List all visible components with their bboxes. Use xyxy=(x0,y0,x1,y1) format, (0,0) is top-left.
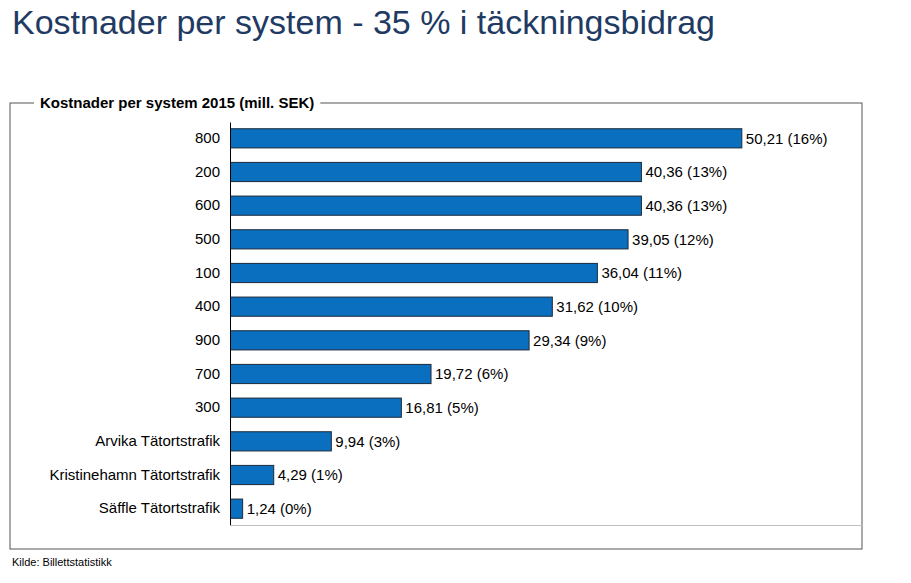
bar xyxy=(230,162,641,181)
data-label: 36,04 (11%) xyxy=(601,264,682,281)
bar xyxy=(230,364,431,383)
y-tick-label: Kristinehamn Tätortstrafik xyxy=(49,466,220,483)
bar xyxy=(230,129,742,148)
y-tick-label: Arvika Tätortstrafik xyxy=(95,432,220,449)
y-tick: Arvika Tätortstrafik xyxy=(95,432,220,449)
y-tick: Säffle Tätortstrafik xyxy=(99,499,221,516)
y-tick-label: 600 xyxy=(195,196,220,213)
y-tick: 900 xyxy=(195,331,220,348)
y-tick: 500 xyxy=(195,230,220,247)
data-label: 16,81 (5%) xyxy=(405,399,478,416)
data-label: 4,29 (1%) xyxy=(278,466,343,483)
data-label: 1,24 (0%) xyxy=(247,500,312,517)
y-tick-label: Säffle Tätortstrafik xyxy=(99,499,221,516)
data-labels: 50,21 (16%) 40,36 (13%) 40,36 (13%) 39,05 (… xyxy=(247,130,828,517)
y-tick-label: 100 xyxy=(195,264,220,281)
y-tick: 300 xyxy=(195,398,220,415)
subtitle-background xyxy=(34,94,320,111)
y-axis-line xyxy=(230,123,231,526)
bars xyxy=(230,129,742,519)
data-label: 19,72 (6%) xyxy=(435,365,508,382)
bar xyxy=(230,297,552,316)
data-label: 39,05 (12%) xyxy=(632,231,714,248)
data-label: 9,94 (3%) xyxy=(335,433,400,450)
data-label: 40,36 (13%) xyxy=(645,163,727,180)
bar xyxy=(230,432,331,451)
y-tick-label: 800 xyxy=(195,129,220,146)
y-tick: 400 xyxy=(195,297,220,314)
y-tick-label: 500 xyxy=(195,230,220,247)
bar xyxy=(230,465,274,484)
subtitle: Kostnader per system 2015 (mill. SEK) xyxy=(40,94,314,111)
chart: Kostnader per system - 35 % i täckningsb… xyxy=(0,0,911,583)
data-label: 29,34 (9%) xyxy=(533,332,606,349)
data-label: 31,62 (10%) xyxy=(556,298,638,315)
bar xyxy=(230,398,401,417)
y-tick: 100 xyxy=(195,264,220,281)
frame xyxy=(10,103,862,549)
y-tick: 600 xyxy=(195,196,220,213)
y-tick-label: 300 xyxy=(195,398,220,415)
y-tick: 800 xyxy=(195,129,220,146)
y-tick-label: 700 xyxy=(195,365,220,382)
source: Kilde: Billettstatistikk xyxy=(12,556,112,568)
bar xyxy=(230,331,529,350)
bar xyxy=(230,230,628,249)
y-tick-label: 200 xyxy=(195,163,220,180)
data-label: 50,21 (16%) xyxy=(746,130,828,147)
x-axis-line xyxy=(231,525,863,526)
x-axis xyxy=(231,525,863,526)
bar xyxy=(230,263,597,282)
y-tick: Kristinehamn Tätortstrafik xyxy=(49,466,220,483)
y-tick-label: 400 xyxy=(195,297,220,314)
title: Kostnader per system - 35 % i täckningsb… xyxy=(12,3,715,41)
y-tick-label: 900 xyxy=(195,331,220,348)
bar xyxy=(230,499,243,518)
data-label: 40,36 (13%) xyxy=(645,197,727,214)
y-axis: 800 200 600 500 100 400 900 700 300 Arvika Tätort… xyxy=(49,123,230,526)
y-tick: 700 xyxy=(195,365,220,382)
bar xyxy=(230,196,641,215)
y-tick: 200 xyxy=(195,163,220,180)
